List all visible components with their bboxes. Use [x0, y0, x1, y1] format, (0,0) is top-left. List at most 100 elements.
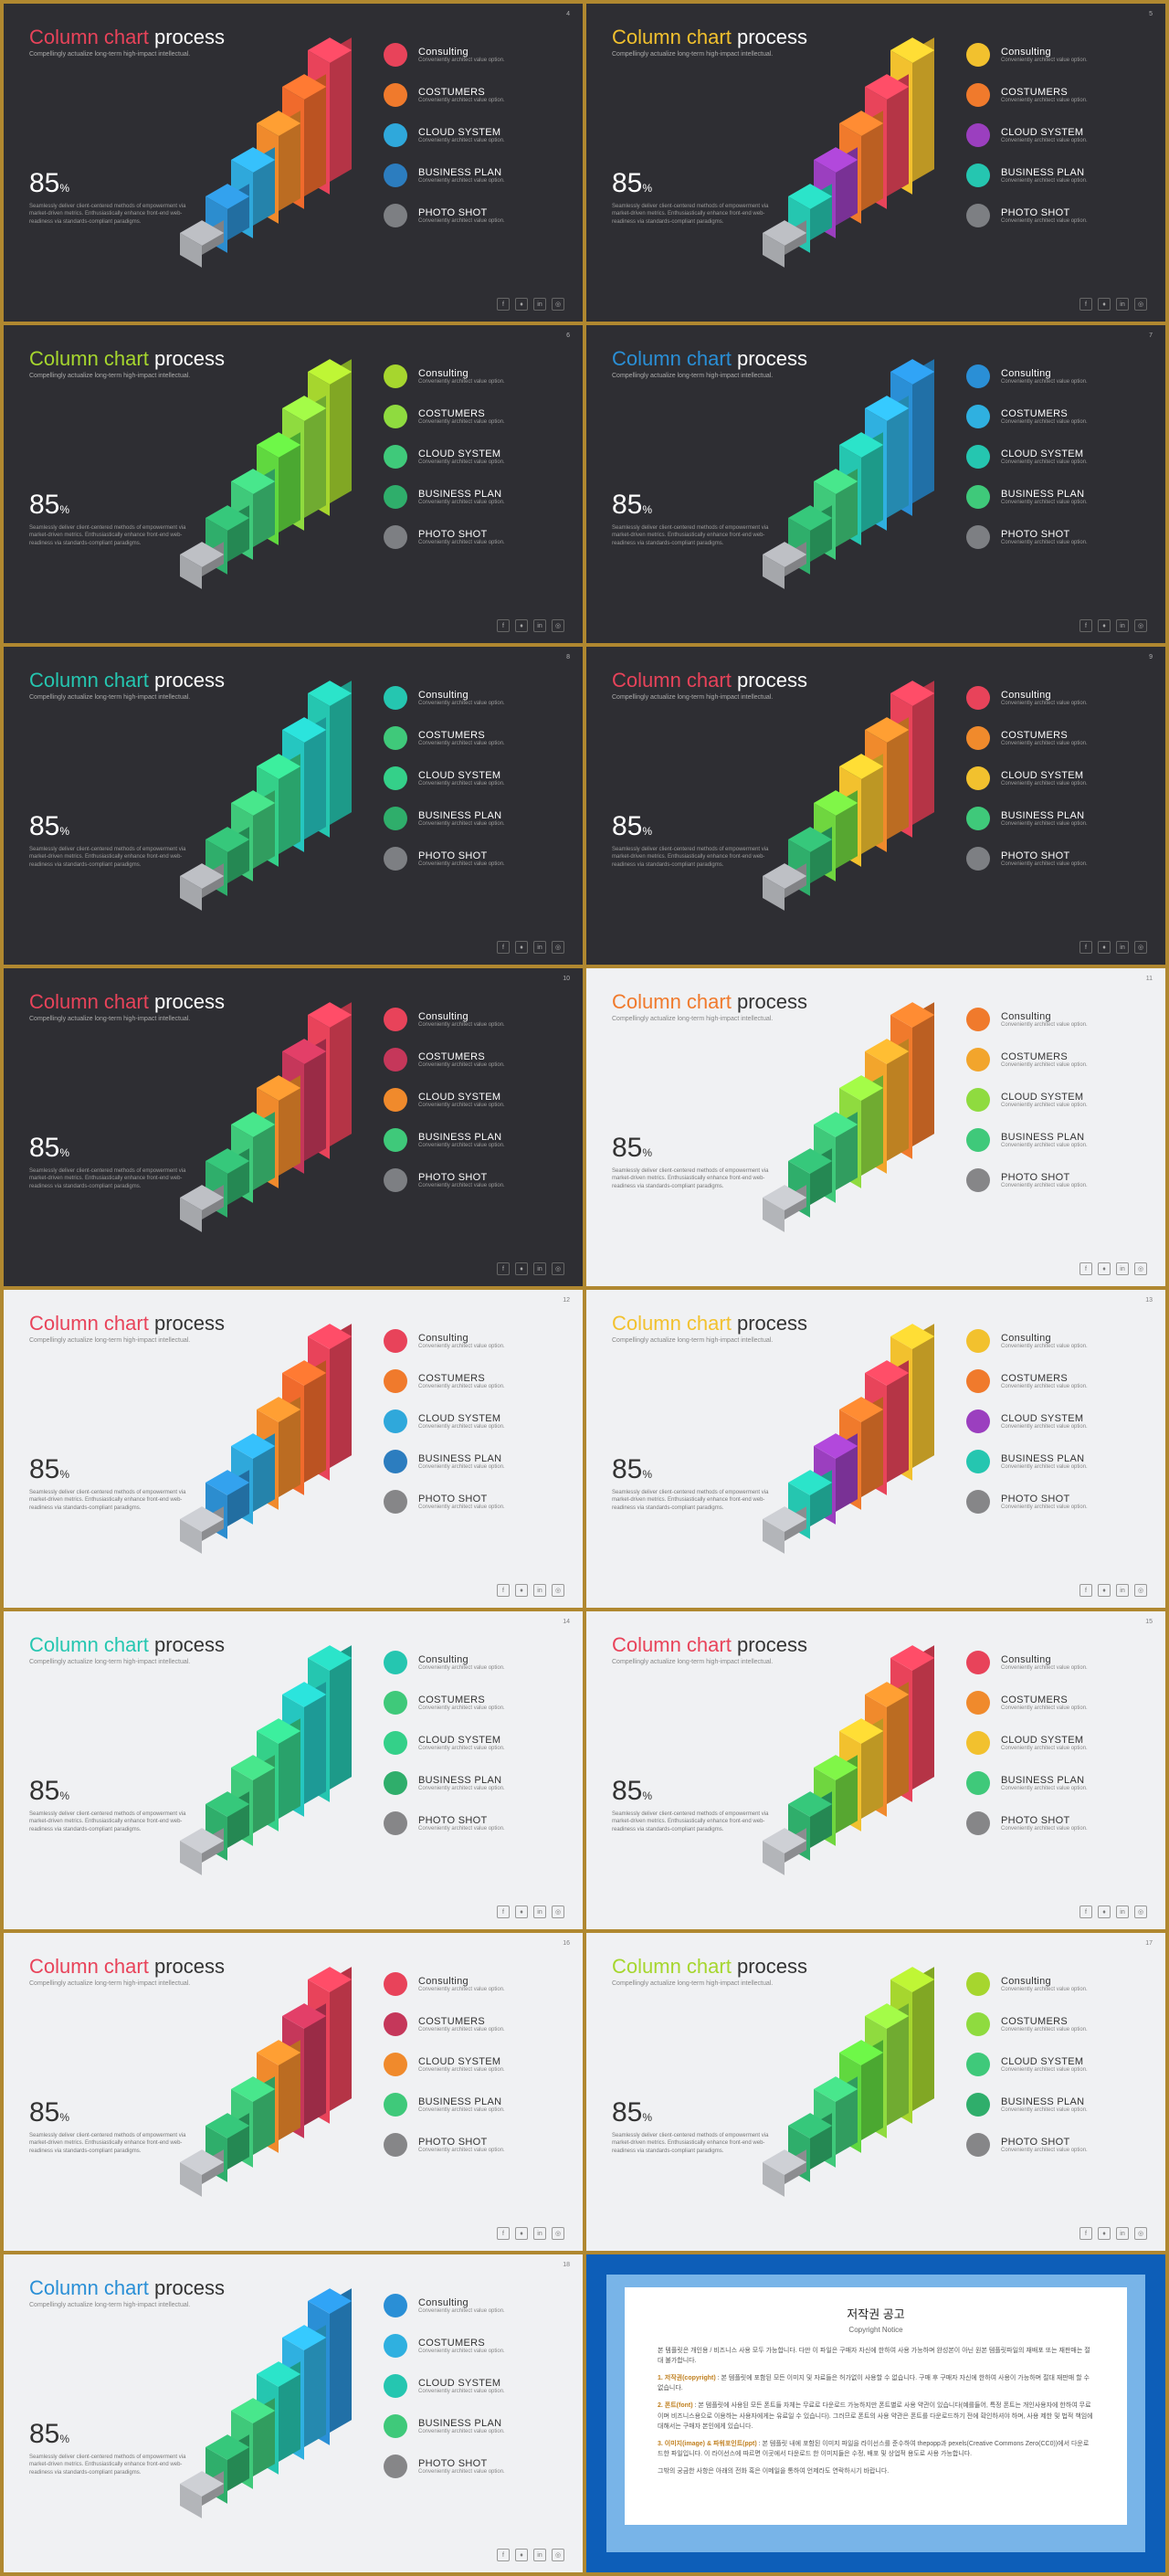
stat-block: 85%Seamlessly deliver client-centered me… — [29, 1776, 194, 1833]
social-icon[interactable]: ♦ — [1098, 1906, 1111, 1918]
social-icon[interactable]: ◎ — [552, 2227, 564, 2240]
social-icon[interactable]: f — [497, 941, 510, 954]
legend-row: BUSINESS PLANConveniently architect valu… — [966, 1763, 1140, 1803]
legend-row: COSTUMERSConveniently architect value op… — [966, 75, 1140, 115]
title-block: Column chart processCompellingly actuali… — [29, 2276, 225, 2308]
slide-grid: 4Column chart processCompellingly actual… — [0, 0, 1169, 2576]
social-icon[interactable]: in — [1116, 298, 1129, 311]
social-icon[interactable]: ♦ — [515, 2227, 528, 2240]
legend-sub: Conveniently architect value option. — [418, 2349, 557, 2354]
social-icon[interactable]: ♦ — [1098, 1584, 1111, 1597]
social-icon[interactable]: ♦ — [1098, 1262, 1111, 1275]
social-icon[interactable]: in — [533, 1906, 546, 1918]
social-icon[interactable]: ◎ — [1134, 619, 1147, 632]
social-icon[interactable]: f — [497, 2227, 510, 2240]
social-icon[interactable]: in — [1116, 1262, 1129, 1275]
legend-sub: Conveniently architect value option. — [418, 2107, 557, 2113]
social-icon[interactable]: in — [1116, 1584, 1129, 1597]
legend-label: PHOTO SHOT — [418, 529, 557, 540]
legend-label: CLOUD SYSTEM — [418, 127, 557, 138]
social-icon[interactable]: ♦ — [515, 941, 528, 954]
title-block: Column chart processCompellingly actuali… — [29, 1955, 225, 1987]
social-icon[interactable]: f — [497, 619, 510, 632]
social-icon[interactable]: in — [1116, 2227, 1129, 2240]
legend-label: Consulting — [1001, 1976, 1140, 1987]
social-icon[interactable]: ♦ — [1098, 619, 1111, 632]
legend-sub: Conveniently architect value option. — [418, 1022, 557, 1028]
social-icon[interactable]: ♦ — [515, 619, 528, 632]
legend-label: PHOTO SHOT — [418, 1494, 557, 1504]
social-icon[interactable]: f — [1079, 619, 1092, 632]
social-icon[interactable]: ◎ — [552, 941, 564, 954]
legend-row: PHOTO SHOTConveniently architect value o… — [384, 1803, 557, 1843]
social-icon[interactable]: ♦ — [515, 1584, 528, 1597]
social-icon[interactable]: ◎ — [1134, 1906, 1147, 1918]
social-icon[interactable]: in — [1116, 619, 1129, 632]
social-icon[interactable]: ♦ — [515, 2549, 528, 2561]
legend-dot — [384, 364, 407, 388]
title-block: Column chart processCompellingly actuali… — [612, 990, 807, 1022]
social-icon[interactable]: f — [497, 2549, 510, 2561]
social-icon[interactable]: ♦ — [1098, 941, 1111, 954]
social-icon[interactable]: ♦ — [515, 1906, 528, 1918]
title-block: Column chart processCompellingly actuali… — [29, 669, 225, 701]
social-icon[interactable]: f — [1079, 1906, 1092, 1918]
social-icon[interactable]: ◎ — [552, 298, 564, 311]
page-number: 18 — [563, 2262, 570, 2268]
legend-row: CLOUD SYSTEMConveniently architect value… — [966, 1080, 1140, 1120]
legend-sub: Conveniently architect value option. — [1001, 1464, 1140, 1470]
social-icon[interactable]: in — [533, 2549, 546, 2561]
social-icon[interactable]: f — [1079, 298, 1092, 311]
legend-sub: Conveniently architect value option. — [1001, 1062, 1140, 1068]
social-icon[interactable]: ◎ — [552, 619, 564, 632]
legend-sub: Conveniently architect value option. — [418, 1665, 557, 1671]
social-icon[interactable]: f — [1079, 1262, 1092, 1275]
social-icon[interactable]: in — [533, 1262, 546, 1275]
legend-row: COSTUMERSConveniently architect value op… — [384, 1040, 557, 1080]
legend-label: PHOTO SHOT — [418, 2458, 557, 2469]
social-icon[interactable]: f — [497, 298, 510, 311]
social-icon[interactable]: in — [533, 619, 546, 632]
stat-block: 85%Seamlessly deliver client-centered me… — [29, 2419, 194, 2476]
footer-social-icons: f ♦ in ◎ — [1079, 1262, 1147, 1275]
social-icon[interactable]: ◎ — [552, 2549, 564, 2561]
social-icon[interactable]: ♦ — [515, 298, 528, 311]
social-icon[interactable]: ◎ — [1134, 1584, 1147, 1597]
legend-dot — [966, 364, 990, 388]
legend-sub: Conveniently architect value option. — [1001, 1746, 1140, 1751]
social-icon[interactable]: in — [533, 941, 546, 954]
social-icon[interactable]: ◎ — [1134, 1262, 1147, 1275]
legend-label: Consulting — [1001, 47, 1140, 58]
social-icon[interactable]: ♦ — [1098, 298, 1111, 311]
social-icon[interactable]: ◎ — [1134, 2227, 1147, 2240]
social-icon[interactable]: f — [1079, 1584, 1092, 1597]
column-chart — [186, 2344, 405, 2527]
social-icon[interactable]: f — [497, 1262, 510, 1275]
social-icon[interactable]: in — [1116, 1906, 1129, 1918]
social-icon[interactable]: ◎ — [1134, 941, 1147, 954]
social-icon[interactable]: in — [533, 298, 546, 311]
social-icon[interactable]: in — [533, 2227, 546, 2240]
stat-text: Seamlessly deliver client-centered metho… — [612, 524, 776, 547]
social-icon[interactable]: ♦ — [515, 1262, 528, 1275]
social-icon[interactable]: ◎ — [552, 1906, 564, 1918]
social-icon[interactable]: f — [1079, 941, 1092, 954]
social-icon[interactable]: f — [1079, 2227, 1092, 2240]
legend-sub: Conveniently architect value option. — [418, 58, 557, 63]
social-icon[interactable]: f — [497, 1906, 510, 1918]
social-icon[interactable]: ◎ — [1134, 298, 1147, 311]
title-rest: process — [149, 26, 225, 48]
footer-social-icons: f ♦ in ◎ — [497, 1906, 564, 1918]
social-icon[interactable]: ♦ — [1098, 2227, 1111, 2240]
social-icon[interactable]: f — [497, 1584, 510, 1597]
legend-sub: Conveniently architect value option. — [1001, 2107, 1140, 2113]
social-icon[interactable]: ◎ — [552, 1262, 564, 1275]
social-icon[interactable]: in — [1116, 941, 1129, 954]
slide-subtitle: Compellingly actualize long-term high-im… — [29, 694, 225, 701]
legend-sub: Conveniently architect value option. — [1001, 58, 1140, 63]
title-rest: process — [149, 347, 225, 370]
slide-title: Column chart process — [29, 347, 225, 371]
page-number: 13 — [1145, 1297, 1153, 1304]
social-icon[interactable]: ◎ — [552, 1584, 564, 1597]
social-icon[interactable]: in — [533, 1584, 546, 1597]
